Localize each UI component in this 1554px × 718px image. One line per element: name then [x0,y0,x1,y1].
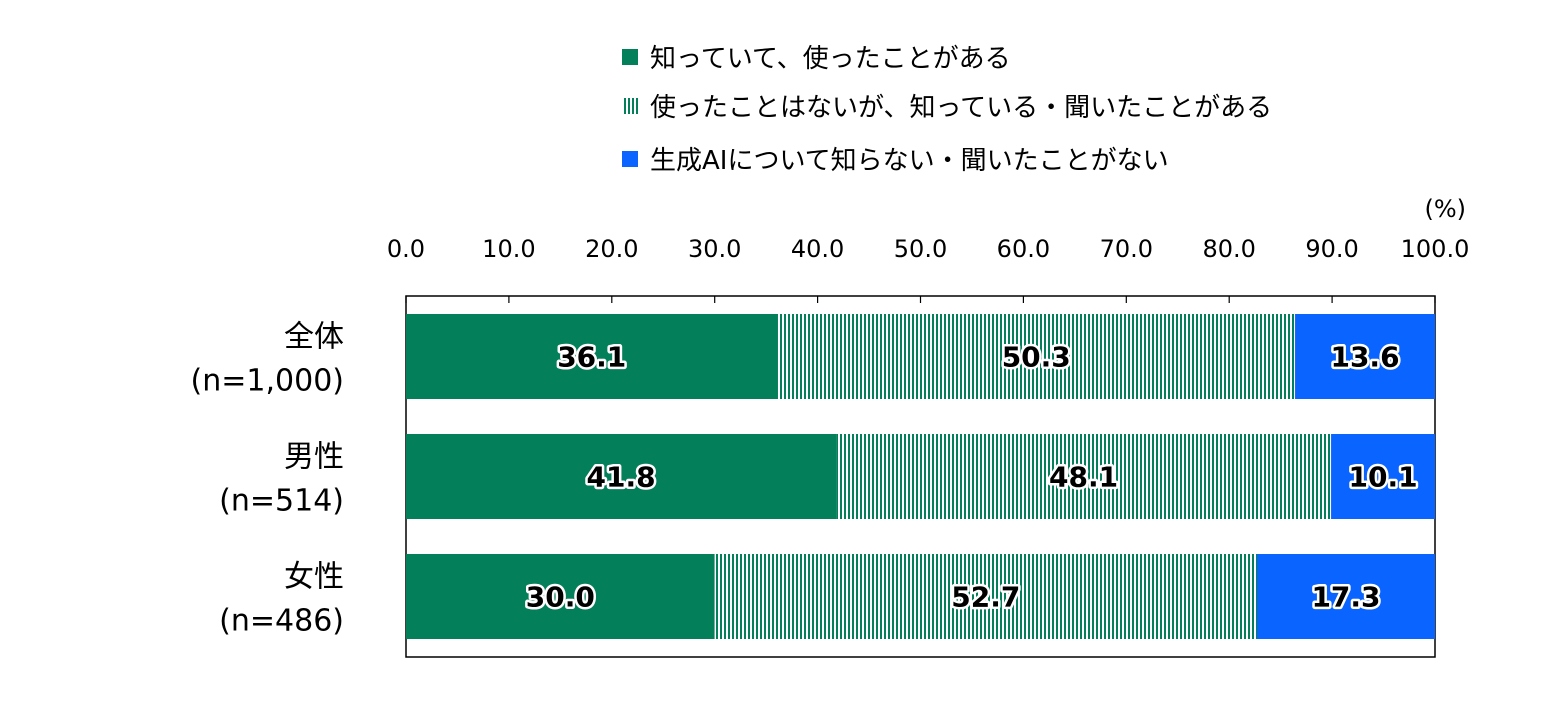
x-axis-tick-marks [405,296,1436,303]
x-tick-label: 40.0 [791,235,844,263]
category-labels: 全体 (n=1,000) 男性 (n=514) 女性 (n=486) [191,320,344,639]
bars: 36.1 50.3 13.6 41.8 48.1 10.1 30.0 52.7 17.3 [406,314,1435,639]
bar-segment [1256,554,1435,639]
bar-segment [714,554,1257,639]
category-label: 男性 [284,440,344,475]
bar-value-label: 50.3 [1002,341,1071,374]
x-tick-label: 80.0 [1202,235,1255,263]
x-tick-label: 70.0 [1100,235,1153,263]
unit-label: (%) [1424,195,1466,223]
legend-swatch-1 [622,98,638,114]
category-label: 全体 [284,320,344,355]
x-tick-label: 10.0 [482,235,535,263]
x-tick-label: 0.0 [387,235,425,263]
x-tick-label: 50.0 [894,235,947,263]
bar-segment [406,314,778,399]
x-tick-label: 30.0 [688,235,741,263]
bar-segment [406,434,837,519]
bar-value-label: 41.8 [587,461,656,494]
legend-label-1: 使ったことはないが、知っている・聞いたことがある [650,93,1272,123]
legend: 知っていて、使ったことがある使ったことはないが、知っている・聞いたことがある生成… [622,44,1272,176]
x-tick-label: 60.0 [997,235,1050,263]
bar-segment [1331,434,1435,519]
bar-segment [836,434,1332,519]
bar-segment [777,314,1296,399]
bar-segment [406,554,715,639]
bar-value-label: 52.7 [951,581,1020,614]
bar-value-label: 13.6 [1330,341,1399,374]
bar-value-label: 30.0 [526,581,595,614]
x-axis-ticks: 0.0 10.0 20.0 30.0 40.0 50.0 60.0 70.0 80.0 90.0 1… [387,235,1469,263]
category-label: 女性 [284,560,344,595]
x-tick-label: 100.0 [1401,235,1470,263]
legend-label-2: 生成AIについて知らない・聞いたことがない [650,146,1169,176]
bar-value-label: 48.1 [1049,461,1118,494]
bar-value-label: 36.1 [557,341,626,374]
legend-label-0: 知っていて、使ったことがある [650,44,1011,74]
bar-value-label: 10.1 [1348,461,1417,494]
bar-value-label: 17.3 [1311,581,1380,614]
legend-swatch-0 [622,49,638,65]
category-sample-size: (n=514) [219,484,344,519]
legend-swatch-2 [622,151,638,167]
category-sample-size: (n=1,000) [191,364,344,399]
bar-segment [1295,314,1435,399]
x-tick-label: 90.0 [1305,235,1358,263]
category-sample-size: (n=486) [219,604,344,639]
x-tick-label: 20.0 [585,235,638,263]
